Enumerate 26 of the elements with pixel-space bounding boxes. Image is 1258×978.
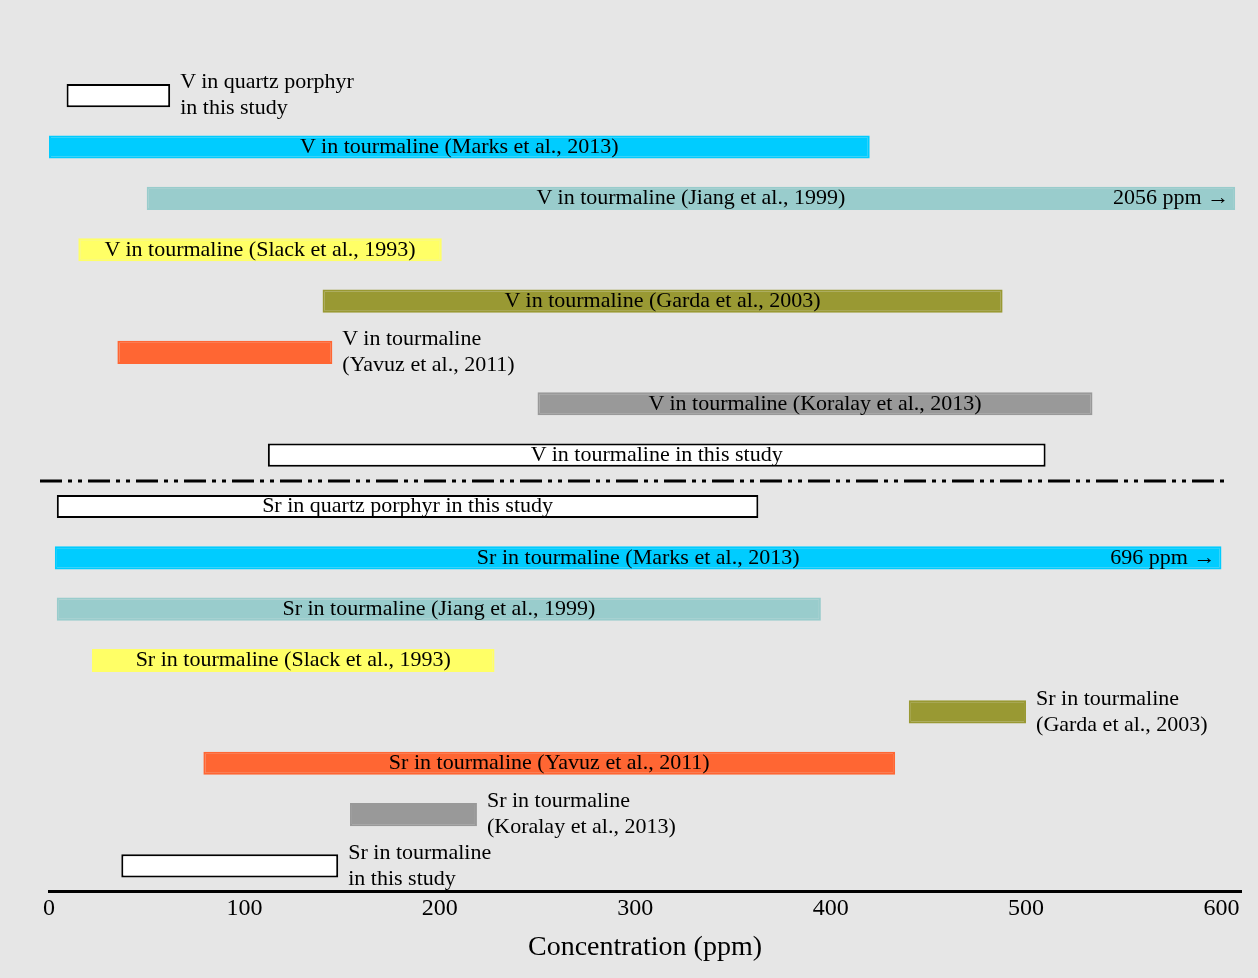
annotation: 696 ppm → <box>1110 543 1216 569</box>
x-tick-label: 600 <box>1203 894 1240 921</box>
y-tick-label: V in tourmaline in this study <box>530 440 783 466</box>
annotation: 2056 ppm → <box>1113 184 1230 210</box>
x-tick-label: 200 <box>421 894 458 921</box>
y-tick-label: V in tourmaline (Jiang et al., 1999) <box>536 184 846 210</box>
y-tick-label: Sr in tourmaline (Garda et al., 2003) <box>1036 684 1208 736</box>
y-tick-label: Sr in tourmaline (Yavuz et al., 2011) <box>388 749 710 775</box>
x-tick-label: 300 <box>617 894 654 921</box>
y-tick-label: V in tourmaline (Garda et al., 2003) <box>504 286 821 312</box>
y-tick-label: Sr in tourmaline (Koralay et al., 2013) <box>486 787 676 839</box>
y-tick-label: V in tourmaline (Marks et al., 2013) <box>300 132 619 158</box>
y-tick-label: V in tourmaline (Yavuz et al., 2011) <box>342 325 515 377</box>
y-tick-label: V in tourmaline (Koralay et al., 2013) <box>648 389 982 415</box>
y-tick-label: Sr in tourmaline (Jiang et al., 1999) <box>282 594 596 620</box>
x-tick-label: 400 <box>812 894 849 921</box>
y-tick-label: V in quartz porphyr in this study <box>180 68 355 120</box>
y-tick-label: Sr in quartz porphyr in this study <box>262 492 554 518</box>
x-tick-label: 500 <box>1008 894 1045 921</box>
x-axis-title: Concentration (ppm) <box>527 929 763 961</box>
x-tick-label: 0 <box>43 894 55 921</box>
y-tick-label: Sr in tourmaline (Marks et al., 2013) <box>476 543 800 569</box>
x-tick-label: 100 <box>226 894 263 921</box>
y-tick-label: V in tourmaline (Slack et al., 1993) <box>104 235 416 261</box>
y-tick-label: Sr in tourmaline in this study <box>348 838 492 890</box>
y-tick-label: Sr in tourmaline (Slack et al., 1993) <box>135 646 451 672</box>
